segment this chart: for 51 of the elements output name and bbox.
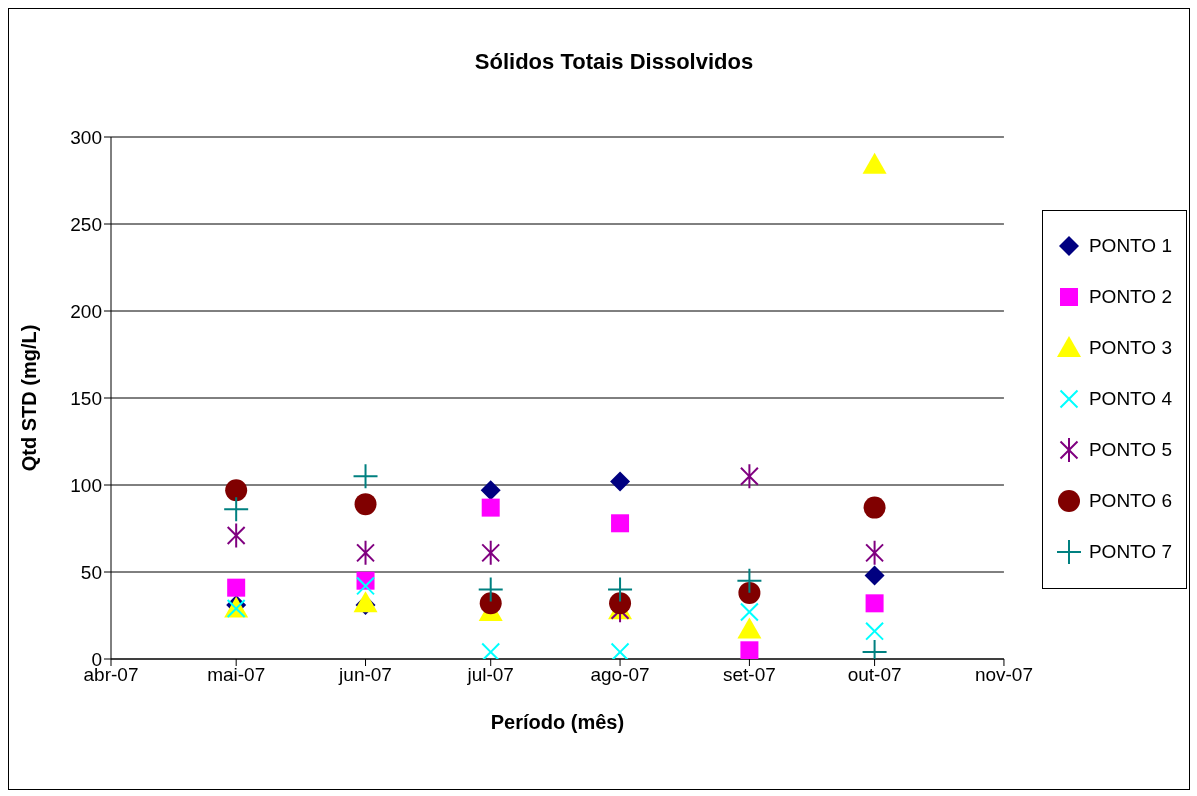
point xyxy=(863,496,886,519)
x-tick-label: ago-07 xyxy=(590,664,650,686)
x-tick-label: jul-07 xyxy=(466,664,514,686)
y-tick-label: 300 xyxy=(70,126,102,148)
point xyxy=(480,480,501,501)
y-axis-title: Qtd STD (mg/L) xyxy=(18,324,41,472)
y-tick-label: 200 xyxy=(70,300,102,322)
point xyxy=(479,592,502,615)
legend-label: PONTO 5 xyxy=(1088,439,1172,461)
x-tick-label: jun-07 xyxy=(338,664,392,686)
point xyxy=(224,497,249,522)
legend-label: PONTO 6 xyxy=(1088,490,1172,512)
point xyxy=(740,641,759,659)
legend-label: PONTO 3 xyxy=(1088,337,1172,359)
point xyxy=(864,565,885,586)
x-tick-label: set-07 xyxy=(723,664,776,686)
point xyxy=(481,540,500,565)
point xyxy=(354,493,377,516)
point xyxy=(481,642,500,659)
chart-title: Sólidos Totais Dissolvidos xyxy=(473,49,755,75)
point xyxy=(608,577,633,602)
point xyxy=(737,568,762,593)
point xyxy=(226,523,246,548)
point xyxy=(865,540,884,565)
x-tick-label: out-07 xyxy=(847,664,902,686)
point xyxy=(611,514,630,533)
point xyxy=(609,592,632,615)
point xyxy=(227,578,246,597)
point xyxy=(478,577,503,602)
point xyxy=(740,602,759,622)
legend-label: PONTO 2 xyxy=(1088,286,1172,308)
point xyxy=(740,464,759,489)
x-axis-title: Período (mês) xyxy=(490,711,625,733)
point xyxy=(610,471,631,492)
point xyxy=(225,479,248,502)
point xyxy=(353,464,378,489)
y-tick-label: 150 xyxy=(70,387,102,409)
point xyxy=(356,540,375,565)
point xyxy=(737,617,762,639)
point xyxy=(738,581,761,604)
y-tick-label: 250 xyxy=(70,213,102,235)
legend-label: PONTO 4 xyxy=(1088,388,1172,410)
y-tick-label: 100 xyxy=(70,474,102,496)
point xyxy=(481,498,500,517)
point xyxy=(610,642,630,659)
y-tick-label: 50 xyxy=(80,561,102,583)
legend-label: PONTO 7 xyxy=(1088,541,1172,563)
legend-label: PONTO 1 xyxy=(1088,235,1172,257)
point xyxy=(865,594,884,613)
x-tick-label: nov-07 xyxy=(974,664,1033,686)
x-tick-label: mai-07 xyxy=(207,664,266,686)
